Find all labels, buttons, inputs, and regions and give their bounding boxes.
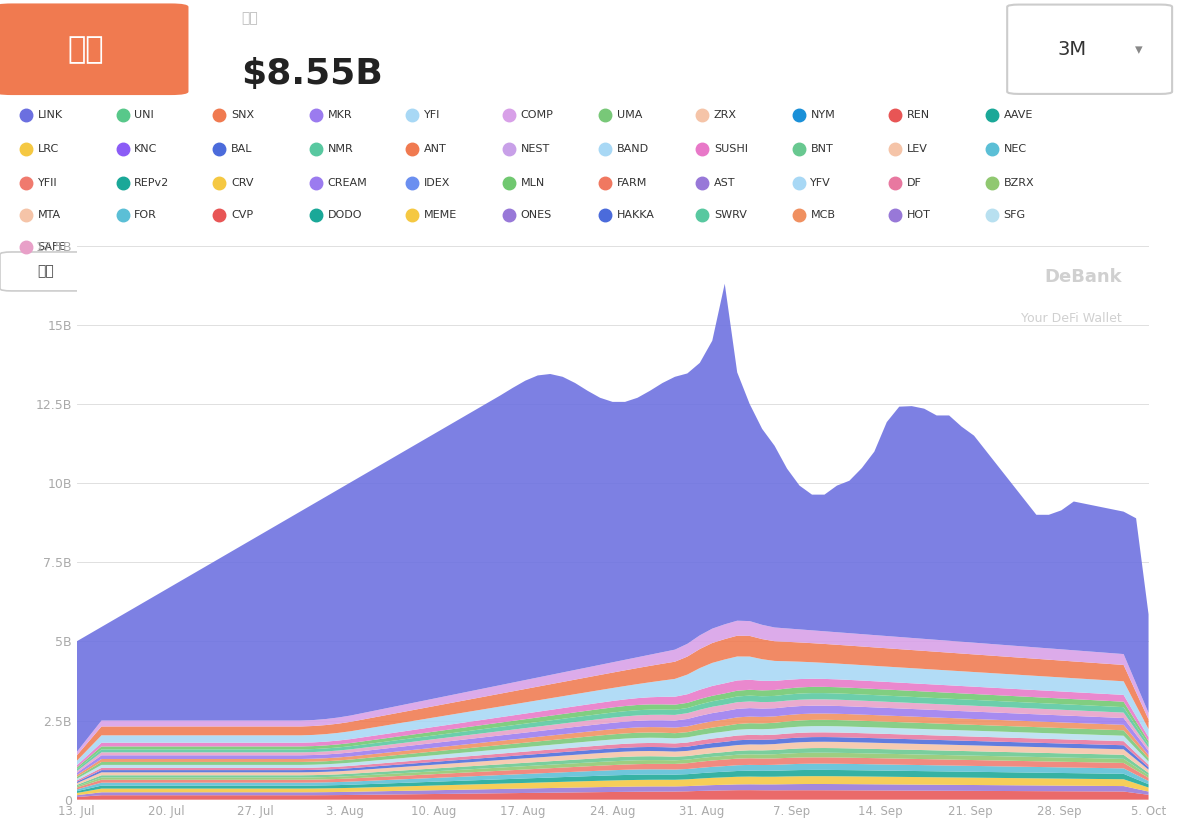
Text: 清空: 清空 <box>121 264 139 278</box>
Text: SUSHI: SUSHI <box>714 144 748 154</box>
Text: 3M: 3M <box>1058 40 1087 59</box>
Text: COMP: COMP <box>521 109 554 120</box>
Text: MTA: MTA <box>38 210 61 221</box>
Text: DeBank: DeBank <box>1044 268 1121 286</box>
Text: DF: DF <box>907 178 922 188</box>
Text: ONES: ONES <box>521 210 552 221</box>
Text: NEST: NEST <box>521 144 550 154</box>
Text: ZRX: ZRX <box>714 109 737 120</box>
Text: REN: REN <box>907 109 931 120</box>
Text: SNX: SNX <box>231 109 254 120</box>
Text: ▾: ▾ <box>1136 42 1143 57</box>
Text: YFV: YFV <box>810 178 832 188</box>
Text: Your DeFi Wallet: Your DeFi Wallet <box>1021 312 1121 325</box>
Text: UMA: UMA <box>617 109 643 120</box>
Text: LINK: LINK <box>38 109 62 120</box>
FancyBboxPatch shape <box>0 252 91 291</box>
Text: NYM: NYM <box>810 109 835 120</box>
Text: AST: AST <box>714 178 735 188</box>
Text: ANT: ANT <box>424 144 446 154</box>
Text: YFI: YFI <box>424 109 441 120</box>
Text: SWRV: SWRV <box>714 210 747 221</box>
Text: 市值: 市值 <box>241 12 258 26</box>
Text: DODO: DODO <box>327 210 362 221</box>
Text: MCB: MCB <box>810 210 835 221</box>
Text: FARM: FARM <box>617 178 648 188</box>
Text: CRV: CRV <box>231 178 253 188</box>
Text: MEME: MEME <box>424 210 457 221</box>
Text: LRC: LRC <box>38 144 59 154</box>
Text: FOR: FOR <box>134 210 157 221</box>
Text: MKR: MKR <box>327 109 352 120</box>
FancyBboxPatch shape <box>0 3 188 95</box>
Text: $8.55B: $8.55B <box>241 57 383 92</box>
Text: CVP: CVP <box>231 210 253 221</box>
Text: UNI: UNI <box>134 109 154 120</box>
Text: BNT: BNT <box>810 144 833 154</box>
Text: HAKKA: HAKKA <box>617 210 655 221</box>
Text: NEC: NEC <box>1004 144 1027 154</box>
Text: AAVE: AAVE <box>1004 109 1033 120</box>
Text: REPv2: REPv2 <box>134 178 170 188</box>
Text: KNC: KNC <box>134 144 158 154</box>
FancyBboxPatch shape <box>1007 5 1172 94</box>
Text: 全选: 全选 <box>37 264 54 278</box>
Text: LEV: LEV <box>907 144 928 154</box>
Text: IDEX: IDEX <box>424 178 450 188</box>
Text: BAND: BAND <box>617 144 649 154</box>
FancyBboxPatch shape <box>85 252 176 291</box>
Text: SAFE: SAFE <box>38 242 66 252</box>
Text: NMR: NMR <box>327 144 353 154</box>
Text: MLN: MLN <box>521 178 545 188</box>
Text: SFG: SFG <box>1004 210 1026 221</box>
Text: 市值: 市值 <box>68 35 104 64</box>
Text: BZRX: BZRX <box>1004 178 1034 188</box>
Text: HOT: HOT <box>907 210 931 221</box>
Text: YFII: YFII <box>38 178 58 188</box>
Text: CREAM: CREAM <box>327 178 368 188</box>
Text: BAL: BAL <box>231 144 252 154</box>
